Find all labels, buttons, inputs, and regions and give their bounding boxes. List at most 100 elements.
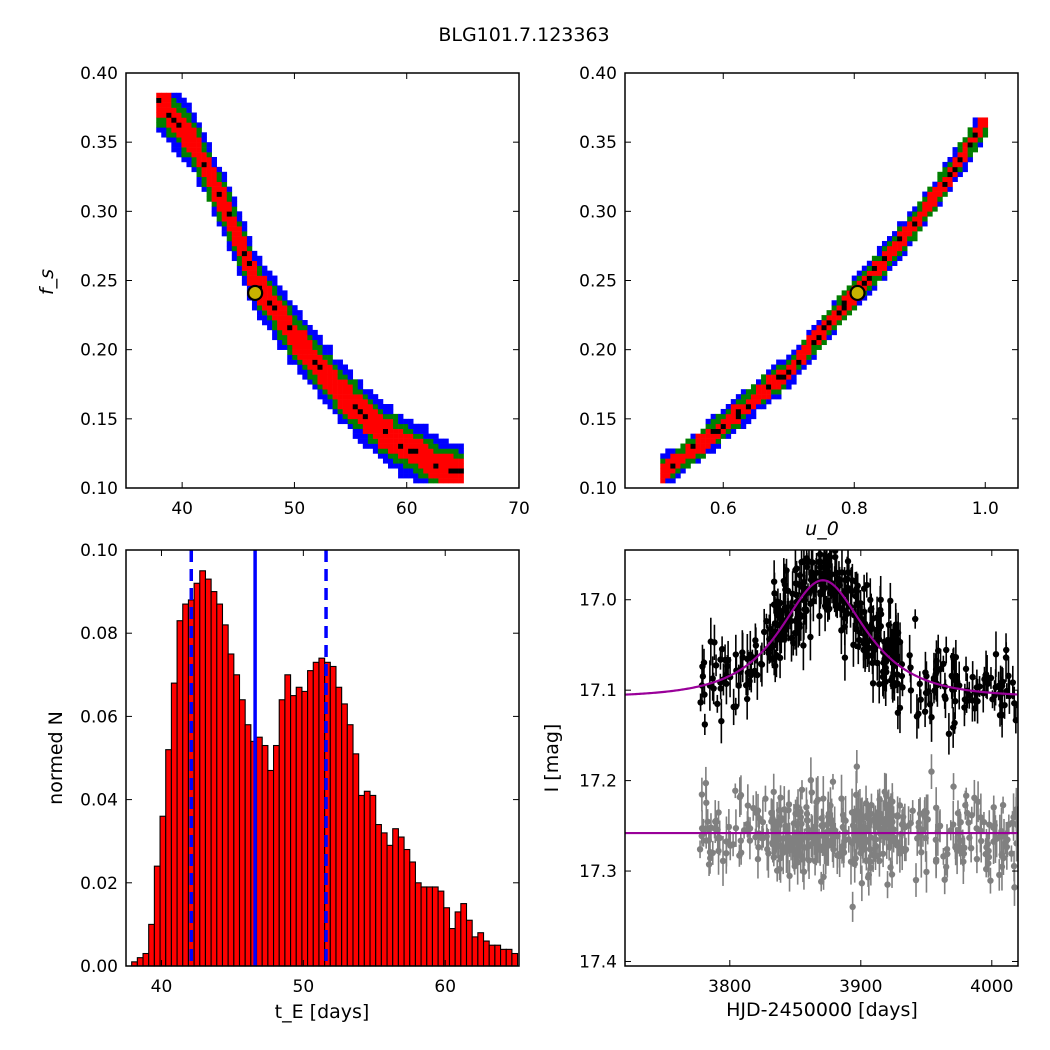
target-data-point: [712, 662, 720, 669]
u0-fs-cell: [967, 147, 973, 153]
target-data-point: [1009, 679, 1017, 686]
te-fs-cell: [267, 310, 273, 316]
te-fs-cell: [201, 186, 207, 192]
comparison-data-point: [715, 809, 722, 816]
te-fs-cell: [166, 112, 172, 118]
te-fs-cell: [337, 379, 343, 385]
te-fs-cell: [372, 423, 379, 430]
te-fs-cell: [448, 463, 454, 469]
u0-fs-cell: [725, 404, 732, 410]
panel-te-histogram: 40 50 600.000.020.040.060.080.10 t_E [days…: [45, 541, 520, 1023]
te-fs-cell: [423, 473, 429, 479]
te-fs-cell: [307, 339, 313, 346]
u0-fs-cell: [756, 404, 762, 410]
te-fs-cell: [418, 448, 424, 454]
u0-fs-cell: [750, 389, 757, 395]
te-fs-cell: [186, 107, 192, 113]
te-fs-cell: [438, 468, 444, 474]
comparison-data-point: [732, 824, 740, 832]
te-fs-cell: [246, 240, 253, 247]
te-fs-xtick-label: 70: [508, 499, 530, 519]
te-fs-cell: [236, 270, 243, 276]
te-fs-cell: [352, 423, 359, 430]
te-fs-cell: [257, 270, 263, 276]
te-fs-cell: [272, 290, 278, 296]
te-fs-cell: [347, 369, 354, 375]
u0-fs-cell: [846, 295, 853, 301]
te-fs-cell: [458, 458, 464, 464]
te-fs-cell: [428, 473, 434, 479]
u0-fs-cell: [871, 270, 878, 276]
target-data-point: [891, 682, 898, 689]
comparison-data-point: [820, 873, 827, 881]
te-fs-cell: [413, 448, 419, 454]
te-fs-cell: [367, 443, 374, 449]
te-fs-cell: [352, 379, 359, 385]
u0-fs-cell: [745, 389, 752, 395]
comparison-data-point: [899, 845, 906, 853]
te-fs-cell: [181, 117, 187, 123]
u0-fs-cell: [887, 245, 893, 252]
te-fs-cell: [393, 448, 399, 454]
target-data-point: [714, 700, 721, 708]
te-fs-cell: [277, 290, 283, 296]
u0-fs-cell: [887, 265, 893, 271]
u0-fs-cell: [750, 394, 757, 400]
target-data-point: [1001, 701, 1008, 709]
u0-fs-cell: [811, 344, 817, 350]
comparison-data-point: [696, 846, 704, 853]
te-fs-cell: [246, 236, 253, 242]
u0-fs-cell: [836, 295, 842, 301]
u0-fs-cell: [876, 250, 883, 257]
te-fs-cell: [428, 463, 434, 469]
u0-fs-cell: [786, 379, 792, 385]
te-fs-cell: [166, 127, 172, 133]
u0-fs-cell: [740, 423, 747, 430]
te-fs-ytick-label: 0.35: [80, 133, 118, 153]
te-fs-cell: [377, 438, 384, 444]
te-fs-cell: [272, 324, 278, 331]
u0-fs-cell: [771, 364, 777, 370]
u0-fs-cell: [761, 379, 767, 385]
te-fs-cell: [211, 166, 217, 173]
u0-fs-cell: [972, 147, 978, 153]
comparison-data-point: [800, 868, 808, 875]
te-fs-cell: [418, 453, 424, 459]
comparison-data-point: [725, 823, 733, 831]
te-fs-cell: [241, 221, 248, 227]
te-fs-cell: [398, 418, 404, 425]
te-fs-cell: [332, 364, 338, 370]
comparison-data-point: [732, 787, 739, 794]
u0-fs-cell: [821, 329, 827, 336]
comparison-data-point: [778, 815, 785, 822]
te-fs-cell: [186, 132, 192, 138]
te-fs-cell: [201, 181, 207, 187]
te-fs-cell: [453, 473, 459, 479]
u0-fs-cell: [851, 300, 858, 306]
te-fs-cell: [372, 399, 379, 405]
u0-fs-cell: [730, 404, 737, 410]
target-data-point: [956, 682, 963, 689]
u0-fs-cell: [761, 384, 767, 390]
te-fs-cell: [332, 369, 338, 375]
comparison-data-point: [829, 778, 837, 785]
te-fs-cell: [241, 226, 248, 232]
te-fs-cell: [191, 166, 197, 173]
comparison-data-point: [996, 833, 1004, 840]
te-fs-cell: [382, 413, 389, 420]
te-fs-cell: [166, 97, 172, 103]
te-fs-cell: [262, 305, 268, 311]
te-fs-cell: [377, 418, 384, 425]
u0-fs-cell: [897, 240, 903, 247]
comparison-data-point: [905, 822, 912, 829]
te-fs-cell: [337, 418, 343, 425]
te-fs-cell: [257, 255, 263, 262]
te-fs-cell: [196, 156, 202, 163]
te-fs-cell: [388, 448, 394, 454]
u0-fs-cell: [892, 231, 898, 237]
u0-fs-cell: [876, 255, 883, 262]
panel-te-histogram-ticks: 40 50 600.000.020.040.060.080.10: [80, 541, 519, 997]
te-fs-cell: [312, 359, 318, 365]
comparison-data-point: [912, 876, 920, 884]
u0-fs-cell: [796, 364, 802, 370]
